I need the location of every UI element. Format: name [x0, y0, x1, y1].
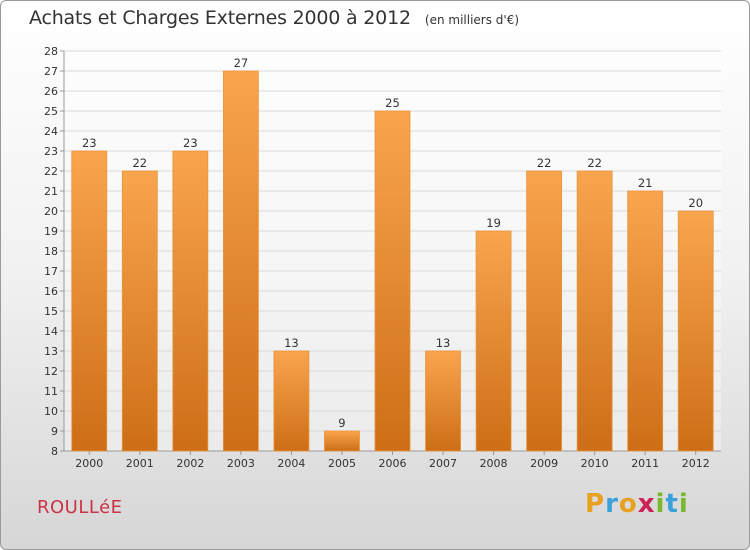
logo-letter: i — [655, 489, 666, 519]
y-tick-label: 18 — [44, 245, 58, 258]
chart-title: Achats et Charges Externes 2000 à 2012 (… — [29, 7, 519, 29]
data-label: 27 — [234, 56, 249, 70]
y-tick-label: 22 — [44, 165, 58, 178]
y-tick-label: 26 — [44, 85, 58, 98]
y-tick-label: 23 — [44, 145, 58, 158]
bar — [121, 170, 158, 452]
bar — [172, 150, 209, 452]
bar — [576, 170, 613, 452]
unit-subtitle: (en milliers d'€) — [424, 13, 520, 27]
logo-letter: o — [618, 489, 638, 519]
y-tick-label: 16 — [44, 285, 58, 298]
x-tick-label: 2012 — [682, 457, 710, 470]
bar — [677, 210, 714, 452]
data-label: 23 — [82, 136, 97, 150]
value-labels: 23 22 23 27 13 9 25 13 19 22 22 21 20 — [82, 56, 703, 430]
x-tick-label: 2000 — [75, 457, 103, 470]
data-label: 21 — [638, 176, 653, 190]
y-tick-label: 10 — [44, 405, 58, 418]
y-tick-label: 11 — [44, 385, 58, 398]
title-text: Achats et Charges Externes 2000 à 2012 — [29, 7, 411, 29]
bar — [627, 190, 664, 452]
data-label: 25 — [385, 96, 400, 110]
y-tick-label: 27 — [44, 65, 58, 78]
x-tick-label: 2002 — [176, 457, 204, 470]
bar — [71, 150, 108, 452]
data-label: 19 — [486, 216, 501, 230]
y-tick-label: 19 — [44, 225, 58, 238]
bar — [222, 70, 259, 452]
logo-letter: P — [585, 489, 606, 519]
data-label: 20 — [688, 196, 703, 210]
x-tick-label: 2011 — [631, 457, 659, 470]
proxiti-logo: Proxiti — [585, 489, 689, 519]
y-tick-label: 12 — [44, 365, 58, 378]
x-tick-label: 2001 — [126, 457, 154, 470]
x-tick-label: 2006 — [379, 457, 407, 470]
bar — [324, 430, 360, 452]
x-tick-label: 2005 — [328, 457, 356, 470]
x-tick-label: 2003 — [227, 457, 255, 470]
y-tick-label: 17 — [44, 265, 58, 278]
data-label: 22 — [587, 156, 602, 170]
y-tick-label: 8 — [51, 445, 58, 458]
logo-letter: i — [678, 489, 689, 519]
logo-letter: t — [665, 489, 679, 519]
y-tick-label: 24 — [44, 125, 58, 138]
data-label: 13 — [436, 336, 451, 350]
bar — [425, 350, 461, 452]
bar — [475, 230, 512, 452]
x-tick-label: 2009 — [530, 457, 558, 470]
y-tick-label: 25 — [44, 105, 58, 118]
logo-letter: x — [637, 489, 656, 519]
bar — [273, 350, 310, 452]
data-label: 23 — [183, 136, 198, 150]
y-tick-label: 14 — [44, 325, 58, 338]
y-tick-label: 28 — [44, 45, 58, 58]
commune-name: ROULLéE — [37, 497, 123, 518]
bar — [526, 170, 563, 452]
y-tick-label: 21 — [44, 185, 58, 198]
x-tick-label: 2004 — [277, 457, 305, 470]
data-label: 13 — [284, 336, 299, 350]
x-tick-label: 2010 — [581, 457, 609, 470]
y-tick-label: 20 — [44, 205, 58, 218]
logo-letter: r — [605, 489, 619, 519]
x-tick-label: 2007 — [429, 457, 457, 470]
bar — [374, 110, 411, 452]
y-tick-label: 15 — [44, 305, 58, 318]
x-tick-label: 2008 — [480, 457, 508, 470]
y-tick-label: 9 — [51, 425, 58, 438]
x-axis-labels: 2000 2001 2002 2003 2004 2005 2006 2007 2008 2009… — [75, 451, 710, 470]
bars — [71, 70, 714, 452]
data-label: 9 — [338, 416, 345, 430]
y-tick-label: 13 — [44, 345, 58, 358]
data-label: 22 — [537, 156, 552, 170]
data-label: 22 — [132, 156, 147, 170]
